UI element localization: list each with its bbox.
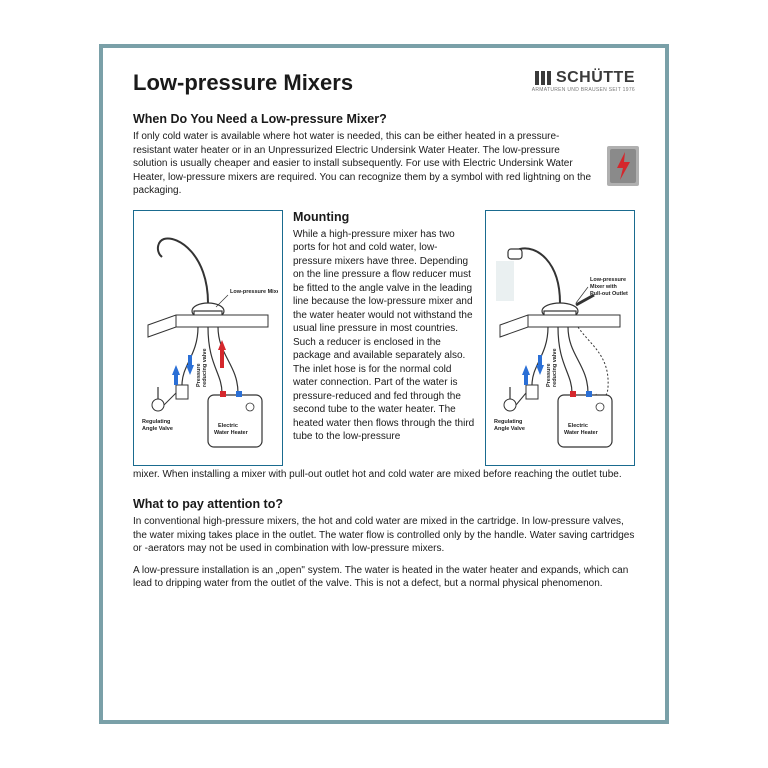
svg-text:Regulating: Regulating bbox=[142, 419, 170, 425]
diagram-right: Low-pressure Mixer with Pull-out Outlet bbox=[485, 210, 635, 466]
mounting-continuation: mixer. When installing a mixer with pull… bbox=[133, 468, 635, 482]
attention-heading: What to pay attention to? bbox=[133, 497, 635, 511]
svg-text:Angle Valve: Angle Valve bbox=[494, 426, 525, 432]
mounting-columns: Low-pressure Mixer Pressure bbox=[133, 210, 635, 466]
info-sheet: Low-pressure Mixers SCHÜTTE ARMATUREN UN… bbox=[99, 44, 669, 724]
svg-text:Angle Valve: Angle Valve bbox=[142, 426, 173, 432]
svg-text:Electric: Electric bbox=[568, 423, 588, 429]
lightning-icon bbox=[607, 146, 639, 186]
section1-body: If only cold water is available where ho… bbox=[133, 130, 635, 198]
section1-heading: When Do You Need a Low-pressure Mixer? bbox=[133, 112, 635, 126]
label-mixer-left: Low-pressure Mixer bbox=[230, 289, 278, 295]
svg-text:Mixer with: Mixer with bbox=[590, 284, 618, 290]
svg-text:Water Heater: Water Heater bbox=[214, 430, 249, 436]
svg-text:Electric: Electric bbox=[218, 423, 238, 429]
brand-name: SCHÜTTE bbox=[556, 70, 635, 86]
svg-text:Pull-out Outlet: Pull-out Outlet bbox=[590, 291, 628, 297]
svg-text:Regulating: Regulating bbox=[494, 419, 522, 425]
intro-wrap: If only cold water is available where ho… bbox=[133, 130, 635, 198]
mounting-body: While a high-pressure mixer has two port… bbox=[293, 228, 475, 444]
brand-bars-icon bbox=[535, 71, 551, 85]
attention-p1: In conventional high-pressure mixers, th… bbox=[133, 515, 635, 556]
mounting-heading: Mounting bbox=[293, 210, 475, 224]
svg-text:Water Heater: Water Heater bbox=[564, 430, 599, 436]
header-row: Low-pressure Mixers SCHÜTTE ARMATUREN UN… bbox=[133, 70, 635, 96]
mounting-text: Mounting While a high-pressure mixer has… bbox=[293, 210, 475, 466]
svg-text:reducing valve: reducing valve bbox=[202, 348, 208, 387]
attention-section: What to pay attention to? In conventiona… bbox=[133, 497, 635, 591]
brand-block: SCHÜTTE ARMATUREN UND BRAUSEN SEIT 1976 bbox=[532, 70, 635, 93]
svg-text:reducing valve: reducing valve bbox=[552, 348, 558, 387]
brand-tagline: ARMATUREN UND BRAUSEN SEIT 1976 bbox=[532, 88, 635, 93]
attention-p2: A low-pressure installation is an „open"… bbox=[133, 564, 635, 591]
diagram-left: Low-pressure Mixer Pressure bbox=[133, 210, 283, 466]
brand-logo: SCHÜTTE bbox=[532, 70, 635, 86]
page-title: Low-pressure Mixers bbox=[133, 70, 353, 96]
svg-text:Low-pressure: Low-pressure bbox=[590, 277, 626, 283]
